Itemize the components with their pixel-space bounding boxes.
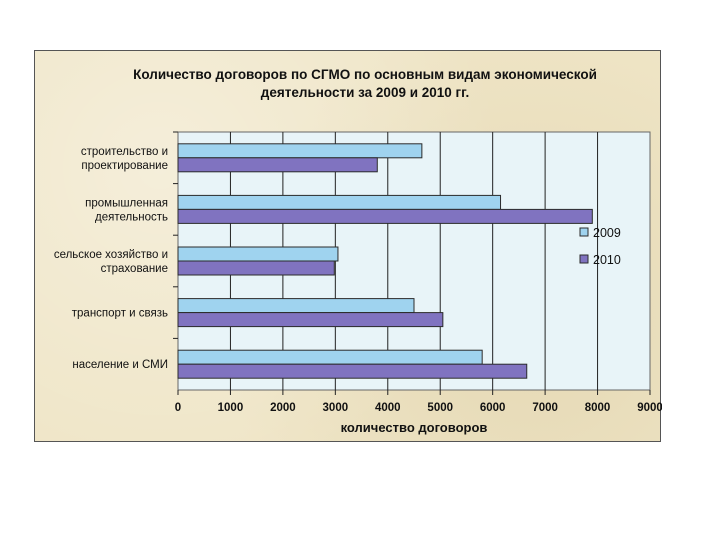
x-tick-label: 4000 bbox=[375, 402, 401, 414]
bar-2009 bbox=[177, 246, 339, 262]
category-label: деятельность bbox=[95, 211, 168, 223]
x-tick-label: 2000 bbox=[270, 402, 296, 414]
bar-2010 bbox=[177, 312, 444, 328]
x-tick-label: 8000 bbox=[585, 402, 611, 414]
category-label: население и СМИ bbox=[72, 359, 168, 371]
legend-label-2010: 2010 bbox=[593, 253, 621, 267]
x-tick-label: 0 bbox=[175, 402, 181, 414]
category-label: страхование bbox=[101, 263, 168, 275]
category-label: проектирование bbox=[81, 160, 168, 172]
bar-2009 bbox=[177, 298, 415, 314]
category-label: сельское хозяйство и bbox=[54, 249, 168, 261]
legend-swatch-2009 bbox=[579, 227, 589, 237]
x-tick-label: 9000 bbox=[637, 402, 662, 414]
bar-2009 bbox=[177, 143, 423, 159]
x-tick-label: 7000 bbox=[532, 402, 558, 414]
x-tick-label: 6000 bbox=[480, 402, 506, 414]
legend-swatch-2010 bbox=[579, 254, 589, 264]
bar-2010 bbox=[177, 208, 593, 224]
chart-frame: Количество договоров по СГМО по основным… bbox=[34, 50, 662, 442]
category-label: транспорт и связь bbox=[72, 308, 168, 320]
bar-2009 bbox=[177, 349, 483, 365]
x-axis-title: количество договоров bbox=[341, 420, 488, 435]
x-tick-label: 5000 bbox=[427, 402, 453, 414]
chart-title-line: деятельности за 2009 и 2010 гг. bbox=[261, 85, 469, 100]
x-tick-label: 3000 bbox=[323, 402, 349, 414]
bar-chart: Количество договоров по СГМО по основным… bbox=[54, 67, 662, 435]
legend-label-2009: 2009 bbox=[593, 226, 621, 240]
chart-title-line: Количество договоров по СГМО по основным… bbox=[133, 67, 597, 82]
bar-2010 bbox=[177, 363, 528, 379]
category-label: промышленная bbox=[85, 197, 168, 209]
category-label: строительство и bbox=[81, 146, 168, 158]
bar-2009 bbox=[177, 194, 502, 210]
x-tick-label: 1000 bbox=[218, 402, 244, 414]
bar-2010 bbox=[177, 260, 335, 276]
bar-2010 bbox=[177, 157, 378, 173]
